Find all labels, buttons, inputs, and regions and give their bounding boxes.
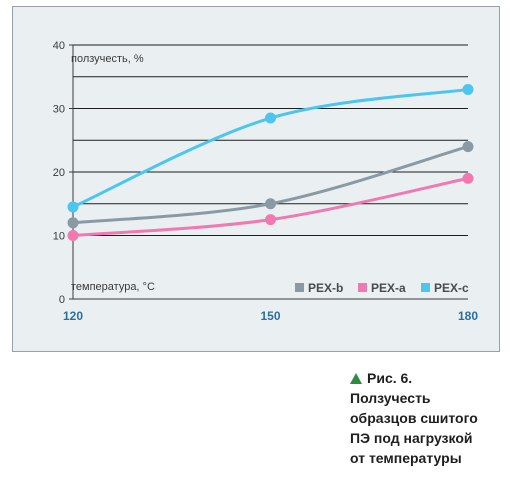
data-point-pex-a	[462, 172, 474, 184]
y-tick-label: 40	[53, 40, 65, 52]
caption-text: Ползучесть образцов сшитого ПЭ под нагру…	[350, 390, 478, 466]
y-tick-label: 0	[59, 294, 65, 306]
data-point-pex-a	[265, 214, 276, 226]
y-tick-label: 20	[53, 167, 65, 179]
series-layer	[67, 83, 474, 241]
x-tick-label: 120	[63, 309, 83, 323]
y-axis-label: ползучесть, %	[71, 53, 144, 65]
axis-layer: 0 10 20 30 40 120 150 180	[53, 40, 479, 323]
legend-swatch	[358, 283, 367, 292]
chart-plot: 0 10 20 30 40 120 150 180 ползучесть, % темпера…	[53, 40, 479, 323]
data-point-pex-b	[67, 217, 79, 229]
x-tick-label: 150	[260, 309, 280, 323]
x-axis-label: температура, °С	[71, 281, 155, 293]
grid-layer	[73, 44, 468, 236]
legend-label: PEX-a	[371, 281, 406, 295]
x-tick-label: 180	[458, 309, 478, 323]
y-tick-label: 30	[53, 104, 65, 116]
data-point-pex-c	[462, 83, 474, 95]
data-point-pex-b	[265, 198, 276, 210]
data-point-pex-c	[67, 201, 79, 213]
data-point-pex-a	[67, 230, 79, 241]
legend-swatch	[295, 283, 304, 292]
legend-label: PEX-b	[308, 281, 343, 295]
figure-label: Рис. 6.	[367, 370, 413, 386]
legend-label: PEX-c	[434, 281, 469, 295]
chart-frame: 0 10 20 30 40 120 150 180 ползучесть, % темпера…	[12, 6, 500, 352]
legend: PEX-b PEX-a PEX-c	[295, 281, 469, 295]
y-tick-label: 10	[53, 231, 65, 243]
series-line-pex-c	[72, 87, 469, 209]
data-point-pex-b	[462, 141, 474, 153]
legend-swatch	[421, 283, 430, 292]
series-line-pex-b	[72, 145, 469, 225]
triangle-icon	[350, 372, 362, 384]
data-point-pex-c	[265, 112, 276, 124]
figure-caption: Рис. 6. Ползучесть образцов сшитого ПЭ п…	[350, 368, 500, 468]
